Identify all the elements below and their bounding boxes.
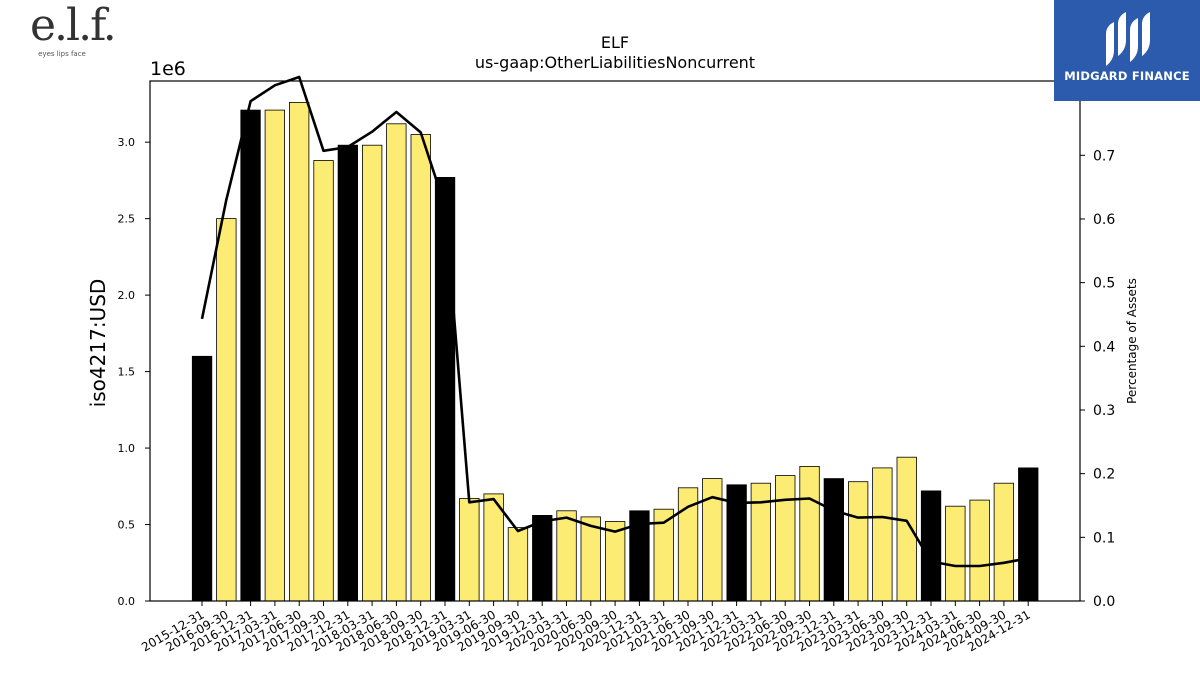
y2-tick-label: 0.0 bbox=[1093, 594, 1115, 610]
bar-quarterly bbox=[410, 134, 431, 602]
bar-quarterly bbox=[361, 144, 383, 602]
y2-tick-label: 0.5 bbox=[1093, 276, 1115, 292]
bar-quarterly bbox=[580, 516, 601, 602]
y-tick-label: 1.0 bbox=[118, 442, 136, 455]
bar-quarterly bbox=[896, 456, 917, 602]
y-axis-label: iso4217:USD bbox=[86, 279, 110, 408]
y2-tick-label: 0.2 bbox=[1093, 467, 1115, 483]
y-tick-label: 2.5 bbox=[118, 213, 136, 226]
bar-quarterly bbox=[216, 218, 237, 602]
x-axis: 2015-12-312016-09-302016-12-312017-03-31… bbox=[139, 601, 1033, 654]
line-layer bbox=[200, 75, 1029, 568]
chart-title: ELF bbox=[601, 33, 629, 52]
bar-quarterly bbox=[872, 467, 893, 602]
bar-quarterly bbox=[288, 102, 310, 602]
y2-tick-label: 0.7 bbox=[1093, 148, 1115, 164]
chart-subtitle: us-gaap:OtherLiabilitiesNoncurrent bbox=[475, 53, 755, 72]
y-tick-label: 2.0 bbox=[118, 289, 136, 302]
midgard-logo-icon bbox=[1106, 12, 1150, 66]
y2-tick-label: 0.6 bbox=[1093, 212, 1115, 228]
right-axis: 0.00.10.20.30.40.50.60.70.8 bbox=[1080, 85, 1115, 610]
y-tick-label: 0.5 bbox=[118, 519, 136, 532]
bar-annual bbox=[532, 515, 553, 602]
bar-quarterly bbox=[993, 482, 1014, 602]
bar-annual bbox=[337, 144, 359, 602]
bar-quarterly bbox=[507, 527, 529, 602]
bar-annual bbox=[823, 478, 844, 602]
bar-annual bbox=[240, 109, 261, 602]
bar-annual bbox=[191, 355, 213, 602]
publisher-name: MIDGARD FINANCE bbox=[1064, 69, 1190, 83]
left-axis: 0.0 0.5 1.0 1.5 2.0 2.5 3.0 bbox=[118, 136, 150, 608]
y-tick-label: 0.0 bbox=[118, 595, 136, 608]
bar-quarterly bbox=[799, 465, 820, 602]
bar-quarterly bbox=[556, 510, 577, 602]
y2-tick-label: 0.3 bbox=[1093, 403, 1115, 419]
bar-quarterly bbox=[605, 521, 626, 602]
y2-tick-label: 0.4 bbox=[1093, 339, 1115, 355]
company-logo-tagline: eyes lips face bbox=[38, 50, 86, 58]
bar-quarterly bbox=[313, 160, 334, 602]
bar-quarterly bbox=[775, 475, 796, 602]
bar-quarterly bbox=[945, 505, 966, 602]
bar-annual bbox=[434, 176, 456, 602]
y-offset-label: 1e6 bbox=[150, 58, 186, 80]
bars-layer bbox=[191, 102, 1039, 602]
bar-quarterly bbox=[848, 481, 869, 602]
bar-quarterly bbox=[459, 498, 480, 602]
bar-quarterly bbox=[386, 123, 407, 602]
bar-annual bbox=[1018, 467, 1039, 602]
y2-axis-label: Percentage of Assets bbox=[1125, 278, 1139, 404]
y-tick-label: 1.5 bbox=[118, 366, 136, 379]
y2-tick-label: 0.1 bbox=[1093, 530, 1115, 546]
y-tick-label: 3.0 bbox=[118, 136, 136, 149]
publisher-badge: MIDGARD FINANCE bbox=[1054, 0, 1200, 101]
bar-quarterly bbox=[264, 109, 286, 602]
series-line bbox=[200, 75, 1029, 568]
bar-annual bbox=[920, 490, 942, 602]
bar-quarterly bbox=[969, 499, 990, 602]
